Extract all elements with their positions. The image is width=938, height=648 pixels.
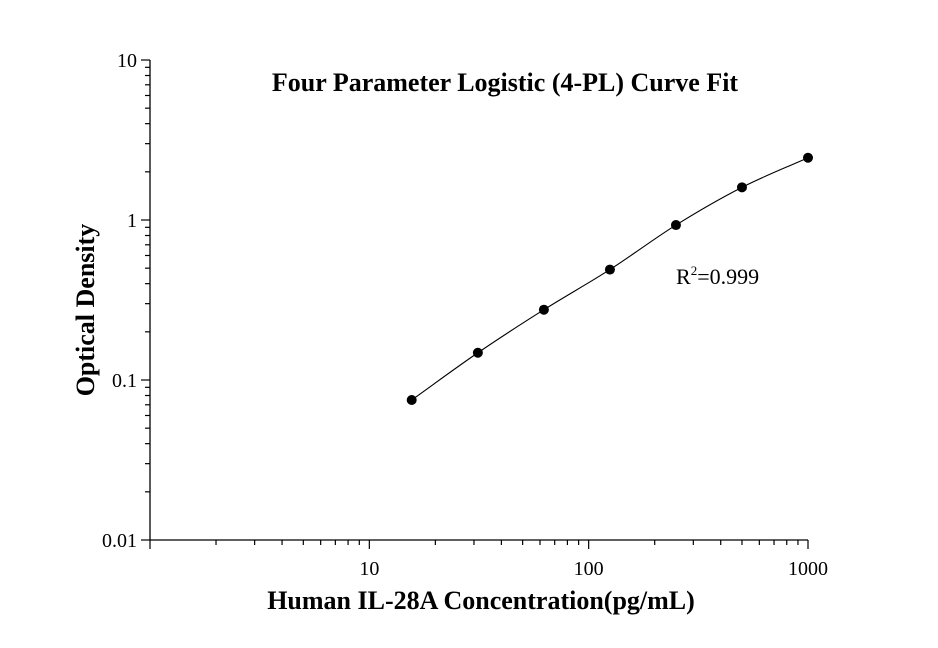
x-tick-label: 1000 [788,558,828,580]
y-axis-title: Optical Density [71,224,100,397]
r-squared-annotation: R2=0.999 [676,263,759,289]
data-point [803,152,813,163]
y-tick-label: 0.01 [102,530,137,552]
axes: 10 100 1000 0.01 0.1 1 10 [102,50,828,580]
data-point [538,304,549,315]
y-tick-label: 1 [127,210,137,232]
x-tick-label: 10 [359,558,379,580]
data-point [406,394,417,405]
x-tick-label: 100 [574,558,604,580]
x-axis-title: Human IL-28A Concentration(pg/mL) [267,586,695,615]
data-point [736,182,747,193]
data-point [472,347,483,358]
data-point [604,264,615,275]
y-tick-label: 0.1 [112,370,137,392]
r2-superscript: 2 [691,263,698,278]
r2-base: R [676,264,691,289]
y-tick-label: 10 [117,50,137,72]
r2-value: =0.999 [697,264,759,289]
data-point [670,220,681,231]
chart-title: Four Parameter Logistic (4-PL) Curve Fit [272,68,739,97]
data-points [406,152,813,405]
